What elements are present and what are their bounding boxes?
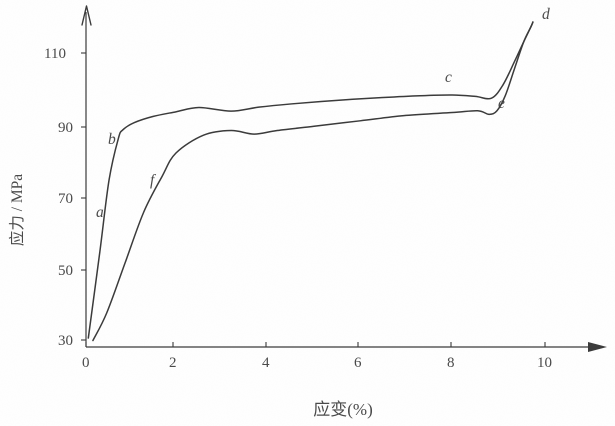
svg-text:70: 70 — [58, 191, 73, 207]
svg-text:a: a — [96, 204, 104, 221]
svg-text:c: c — [445, 69, 452, 86]
svg-text:8: 8 — [447, 355, 455, 371]
svg-text:30: 30 — [58, 333, 73, 349]
svg-text:110: 110 — [44, 46, 66, 62]
svg-text:6: 6 — [354, 355, 362, 371]
svg-text:应力 / MPa: 应力 / MPa — [7, 174, 26, 246]
svg-text:2: 2 — [169, 355, 177, 371]
svg-text:10: 10 — [537, 355, 552, 371]
svg-text:0: 0 — [82, 355, 90, 371]
svg-text:50: 50 — [58, 263, 73, 279]
svg-text:b: b — [108, 131, 116, 148]
svg-text:90: 90 — [58, 120, 73, 136]
svg-text:应变(%): 应变(%) — [313, 400, 372, 419]
svg-text:4: 4 — [262, 355, 270, 371]
svg-text:d: d — [542, 6, 550, 23]
